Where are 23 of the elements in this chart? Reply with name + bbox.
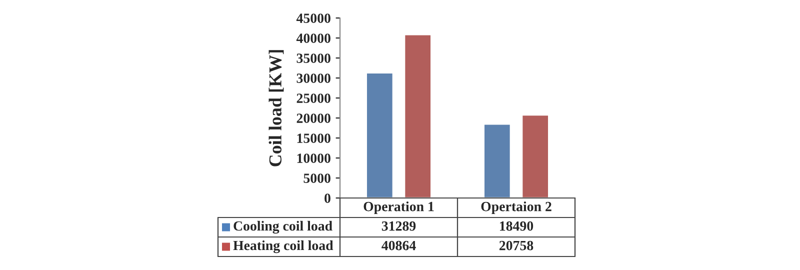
bar xyxy=(521,114,550,198)
y-tick-label: 15000 xyxy=(297,134,330,143)
data-label: 40864 xyxy=(382,240,416,250)
y-tick-label: 5000 xyxy=(304,174,330,183)
bar xyxy=(483,123,512,198)
data-label: 20758 xyxy=(499,240,534,250)
data-label: 31289 xyxy=(382,221,416,231)
y-tick-label: 20000 xyxy=(296,114,330,123)
bar xyxy=(366,72,394,198)
y-tick-label: 10000 xyxy=(297,154,330,163)
y-tick-label: 35000 xyxy=(296,54,330,63)
legend-label: Cooling coil load xyxy=(234,220,332,234)
y-tick-label: 0 xyxy=(324,194,330,203)
data-label: 18490 xyxy=(500,221,534,231)
legend-label: Heating coil load xyxy=(233,240,334,254)
y-axis-title: Coil load [KW] xyxy=(268,50,284,166)
y-tick-label: 30000 xyxy=(296,74,330,83)
y-tick-label: 25000 xyxy=(296,94,330,103)
y-tick-label: 40000 xyxy=(296,34,330,43)
y-tick-label: 45000 xyxy=(296,14,330,23)
x-tick-label: Operation 1 xyxy=(364,201,434,214)
bar xyxy=(404,34,432,198)
x-tick-label: Opertaion 2 xyxy=(481,201,552,214)
